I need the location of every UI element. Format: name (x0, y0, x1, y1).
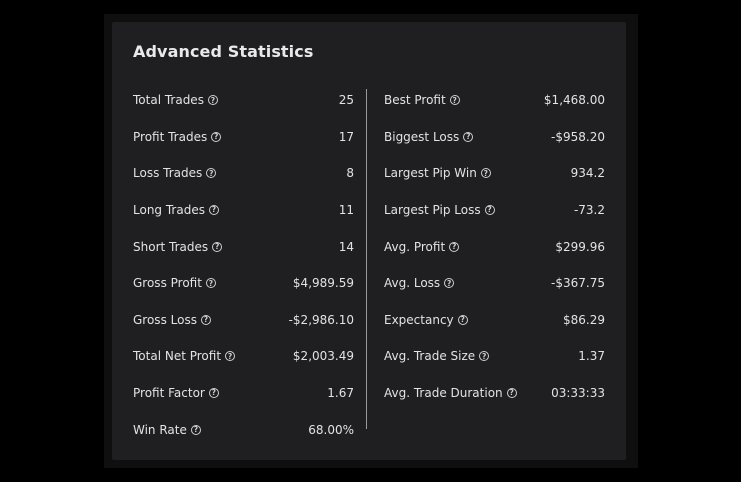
stat-label: Gross Loss (133, 312, 197, 327)
stat-row-short-trades: Short Trades? 14 (133, 228, 354, 265)
stat-value: $4,989.59 (292, 276, 354, 291)
stat-value: $2,003.49 (292, 349, 354, 364)
stats-column-left: Total Trades? 25 Profit Trades? 17 Loss … (133, 82, 354, 448)
stat-row-biggest-loss: Biggest Loss? -$958.20 (384, 119, 605, 156)
stat-label: Avg. Profit (384, 239, 446, 254)
stat-label: Avg. Trade Size (384, 349, 476, 364)
stat-row-best-profit: Best Profit? $1,468.00 (384, 82, 605, 119)
stat-row-avg-loss: Avg. Loss? -$367.75 (384, 265, 605, 302)
stat-label: Total Trades (133, 93, 204, 108)
help-icon[interactable]: ? (207, 95, 218, 106)
stat-value: 934.2 (570, 166, 605, 181)
stat-value: -$2,986.10 (288, 312, 354, 327)
stat-row-total-trades: Total Trades? 25 (133, 82, 354, 119)
help-icon[interactable]: ? (449, 241, 460, 252)
stat-value: $299.96 (555, 239, 605, 254)
help-icon[interactable]: ? (206, 168, 217, 179)
column-divider (366, 89, 367, 429)
help-icon[interactable]: ? (208, 388, 219, 399)
stat-row-largest-pip-loss: Largest Pip Loss? -73.2 (384, 192, 605, 229)
help-icon[interactable]: ? (211, 131, 222, 142)
stat-value: 1.37 (578, 349, 605, 364)
help-icon[interactable]: ? (205, 278, 216, 289)
stat-label: Loss Trades (133, 166, 203, 181)
stat-label: Avg. Trade Duration (384, 386, 503, 401)
help-icon[interactable]: ? (457, 314, 468, 325)
stat-value: -$367.75 (551, 276, 605, 291)
stat-value: 03:33:33 (551, 386, 605, 401)
stat-row-win-rate: Win Rate? 68.00% (133, 411, 354, 448)
stat-value: $1,468.00 (543, 93, 605, 108)
help-icon[interactable]: ? (225, 351, 236, 362)
stat-row-avg-trade-duration: Avg. Trade Duration? 03:33:33 (384, 375, 605, 412)
help-icon[interactable]: ? (449, 95, 460, 106)
stat-label: Largest Pip Loss (384, 203, 481, 218)
help-icon[interactable]: ? (200, 314, 211, 325)
stat-row-largest-pip-win: Largest Pip Win? 934.2 (384, 155, 605, 192)
advanced-statistics-card: Advanced Statistics Total Trades? 25 Pro… (112, 22, 626, 460)
stat-label: Expectancy (384, 312, 454, 327)
stat-row-long-trades: Long Trades? 11 (133, 192, 354, 229)
stat-row-gross-loss: Gross Loss? -$2,986.10 (133, 302, 354, 339)
help-icon[interactable]: ? (506, 388, 517, 399)
stat-value: 17 (338, 129, 354, 144)
help-icon[interactable]: ? (463, 131, 474, 142)
stat-value: 8 (346, 166, 354, 181)
stat-label: Profit Factor (133, 386, 205, 401)
stat-row-avg-profit: Avg. Profit? $299.96 (384, 228, 605, 265)
stat-value: $86.29 (563, 312, 605, 327)
help-icon[interactable]: ? (479, 351, 490, 362)
stat-label: Largest Pip Win (384, 166, 477, 181)
stat-value: 14 (338, 239, 354, 254)
stat-value: -73.2 (573, 203, 605, 218)
stat-label: Total Net Profit (133, 349, 222, 364)
stat-row-profit-trades: Profit Trades? 17 (133, 119, 354, 156)
stat-label: Profit Trades (133, 129, 208, 144)
card-title: Advanced Statistics (133, 42, 314, 61)
help-icon[interactable]: ? (208, 205, 219, 216)
stat-row-avg-trade-size: Avg. Trade Size? 1.37 (384, 338, 605, 375)
stats-column-right: Best Profit? $1,468.00 Biggest Loss? -$9… (384, 82, 605, 411)
help-icon[interactable]: ? (444, 278, 455, 289)
help-icon[interactable]: ? (190, 424, 201, 435)
stat-label: Best Profit (384, 93, 446, 108)
stat-value: 1.67 (327, 386, 354, 401)
stat-label: Biggest Loss (384, 129, 460, 144)
stat-row-profit-factor: Profit Factor? 1.67 (133, 375, 354, 412)
stat-label: Win Rate (133, 422, 187, 437)
help-icon[interactable]: ? (484, 205, 495, 216)
help-icon[interactable]: ? (212, 241, 223, 252)
stat-label: Avg. Loss (384, 276, 441, 291)
stat-label: Long Trades (133, 203, 205, 218)
stat-value: 11 (338, 203, 354, 218)
stat-row-loss-trades: Loss Trades? 8 (133, 155, 354, 192)
stat-row-gross-profit: Gross Profit? $4,989.59 (133, 265, 354, 302)
stat-row-total-net-profit: Total Net Profit? $2,003.49 (133, 338, 354, 375)
stat-value: -$958.20 (551, 129, 605, 144)
stat-value: 68.00% (308, 422, 354, 437)
stat-row-expectancy: Expectancy? $86.29 (384, 302, 605, 339)
stat-value: 25 (338, 93, 354, 108)
help-icon[interactable]: ? (480, 168, 491, 179)
stat-label: Short Trades (133, 239, 209, 254)
statistics-panel-frame: Advanced Statistics Total Trades? 25 Pro… (104, 14, 638, 468)
stat-label: Gross Profit (133, 276, 202, 291)
